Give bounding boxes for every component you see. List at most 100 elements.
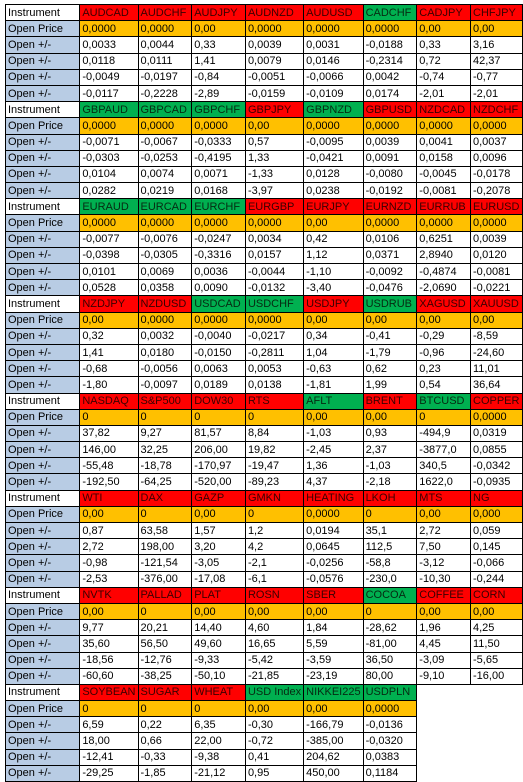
open-change-cell: -2,18 — [362, 473, 418, 491]
open-change-row: Open +/- -0,98 -121,54 -3,05 -2,1 -0,0256 -58,… — [4, 554, 523, 572]
instrument-name-cell: NASDAQ — [79, 392, 139, 410]
instrument-name-cell: NZDUSD — [137, 295, 193, 313]
open-change-cell: 9,27 — [137, 424, 193, 443]
instrument-name-cell: GAZP — [191, 489, 246, 507]
open-change-cell: -89,23 — [244, 473, 305, 491]
instrument-name-cell: EURNZD — [362, 198, 418, 216]
instrument-name-cell: DOW30 — [191, 392, 246, 410]
open-change-cell: 0,0096 — [470, 149, 523, 167]
open-change-cell: -58,8 — [362, 554, 418, 572]
open-change-cell: 1,41 — [79, 343, 139, 362]
open-change-cell: 0,0111 — [137, 52, 193, 70]
empty-cell — [470, 732, 523, 750]
instrument-name-cell: PLAT — [191, 586, 246, 604]
open-change-label: Open +/- — [4, 441, 81, 459]
open-change-row: Open +/- 6,59 0,22 6,35 -0,30 -166,79 -0,0136 — [4, 716, 523, 734]
open-change-cell: -10,30 — [416, 570, 471, 588]
open-change-cell: -3,05 — [191, 554, 246, 572]
open-change-cell: -0,2228 — [137, 84, 193, 103]
open-change-cell: -0,0247 — [191, 230, 246, 248]
open-change-cell: -1,10 — [303, 262, 364, 281]
open-price-cell: 0,0000 — [303, 20, 364, 38]
open-change-cell: 0,0168 — [191, 182, 246, 200]
open-price-cell: 0 — [362, 602, 418, 621]
instrument-name-cell: GBPCHF — [191, 101, 246, 119]
instrument-label: Instrument — [4, 392, 81, 410]
open-change-cell: 42,37 — [470, 52, 523, 70]
instrument-name-cell: S&P500 — [137, 392, 193, 410]
open-change-cell: 19,82 — [244, 441, 305, 459]
instrument-name-cell: USDPLN — [362, 683, 418, 702]
instrument-name-cell: BTCUSD — [416, 392, 471, 410]
open-change-cell: 2,72 — [416, 521, 471, 540]
open-change-cell: 0,72 — [416, 52, 471, 70]
open-change-cell: 112,5 — [362, 538, 418, 556]
open-change-cell: -9,33 — [191, 651, 246, 669]
open-change-cell: -2,01 — [470, 84, 523, 103]
instrument-label: Instrument — [4, 683, 81, 702]
instrument-name-cell: GBPNZD — [303, 101, 364, 119]
open-change-cell: 1,2 — [244, 521, 305, 540]
open-change-row: Open +/- 0,0104 0,0074 0,0071 -1,33 0,0128 -0,… — [4, 165, 523, 184]
open-change-cell: -170,97 — [191, 457, 246, 475]
open-change-cell: 2,37 — [362, 441, 418, 459]
instrument-name-cell: USDJPY — [303, 295, 364, 313]
instrument-name-cell: GMKN — [244, 489, 305, 507]
instrument-name-cell: EURJPY — [303, 198, 364, 216]
open-price-cell: 0,00 — [303, 214, 364, 232]
open-price-cell: 0,00 — [416, 311, 471, 329]
open-change-cell: 0,54 — [416, 376, 471, 394]
open-price-cell: 0,00 — [79, 311, 139, 329]
instrument-label: Instrument — [4, 489, 81, 507]
open-change-label: Open +/- — [4, 619, 81, 637]
open-change-cell: 0,0032 — [137, 327, 193, 345]
open-change-cell: -0,244 — [470, 570, 523, 588]
open-change-cell: 0,0358 — [137, 279, 193, 297]
open-change-cell: -0,0056 — [137, 360, 193, 378]
open-change-label: Open +/- — [4, 521, 81, 540]
open-change-cell: 0,0128 — [303, 165, 364, 184]
open-change-cell: 0,62 — [362, 360, 418, 378]
open-change-cell: -0,0320 — [362, 732, 418, 750]
instrument-name-cell: SOYBEAN — [79, 683, 139, 702]
open-change-cell: -0,0071 — [79, 133, 139, 151]
open-change-row: Open +/- 35,60 56,50 49,60 16,65 5,59 -81,00 4,… — [4, 635, 523, 653]
open-price-cell: 0,0000 — [470, 408, 523, 426]
instrument-label: Instrument — [4, 198, 81, 216]
open-change-cell: -18,56 — [79, 651, 139, 669]
open-change-cell: -5,65 — [470, 651, 523, 669]
open-price-cell: 0,000 — [470, 505, 523, 524]
open-change-cell: 1,04 — [303, 343, 364, 362]
open-change-cell: -0,0045 — [416, 165, 471, 184]
open-change-label: Open +/- — [4, 279, 81, 297]
open-change-cell: 20,21 — [137, 619, 193, 637]
open-change-cell: 0,0282 — [79, 182, 139, 200]
open-change-cell: -18,78 — [137, 457, 193, 475]
instrument-header-row: Instrument EURAUD EURCAD EURCHF EURGBP EURJPY… — [4, 198, 523, 216]
open-change-cell: -0,72 — [244, 732, 305, 750]
open-price-cell: 0,0000 — [244, 311, 305, 329]
open-change-label: Open +/- — [4, 52, 81, 70]
open-change-cell: -166,79 — [303, 716, 364, 734]
open-change-cell: -21,85 — [244, 667, 305, 685]
open-price-cell: 0,0000 — [303, 505, 364, 524]
instrument-name-cell: USD Index — [244, 683, 305, 702]
instrument-name-cell: NG — [470, 489, 523, 507]
open-change-cell: -0,0178 — [470, 165, 523, 184]
open-change-cell: 0,33 — [416, 36, 471, 54]
open-change-cell: -121,54 — [137, 554, 193, 572]
instrument-header-row: Instrument WTI DAX GAZP GMKN HEATING LKOH MTS NG — [4, 489, 523, 507]
open-change-cell: 22,00 — [191, 732, 246, 750]
open-change-cell: -2,1 — [244, 554, 305, 572]
open-change-cell: -0,0197 — [137, 68, 193, 86]
open-change-cell: 0,0855 — [470, 441, 523, 459]
open-change-row: Open +/- -0,0049 -0,0197 -0,84 -0,0051 -0,006… — [4, 68, 523, 86]
open-change-cell: -23,19 — [303, 667, 364, 685]
open-change-cell: 0,0194 — [303, 521, 364, 540]
open-change-cell: -0,0136 — [362, 716, 418, 734]
open-change-label: Open +/- — [4, 748, 81, 766]
open-change-cell: -38,25 — [137, 667, 193, 685]
empty-cell — [416, 749, 471, 766]
open-price-cell: 0 — [137, 505, 193, 524]
open-price-cell: 0,0000 — [137, 20, 193, 38]
